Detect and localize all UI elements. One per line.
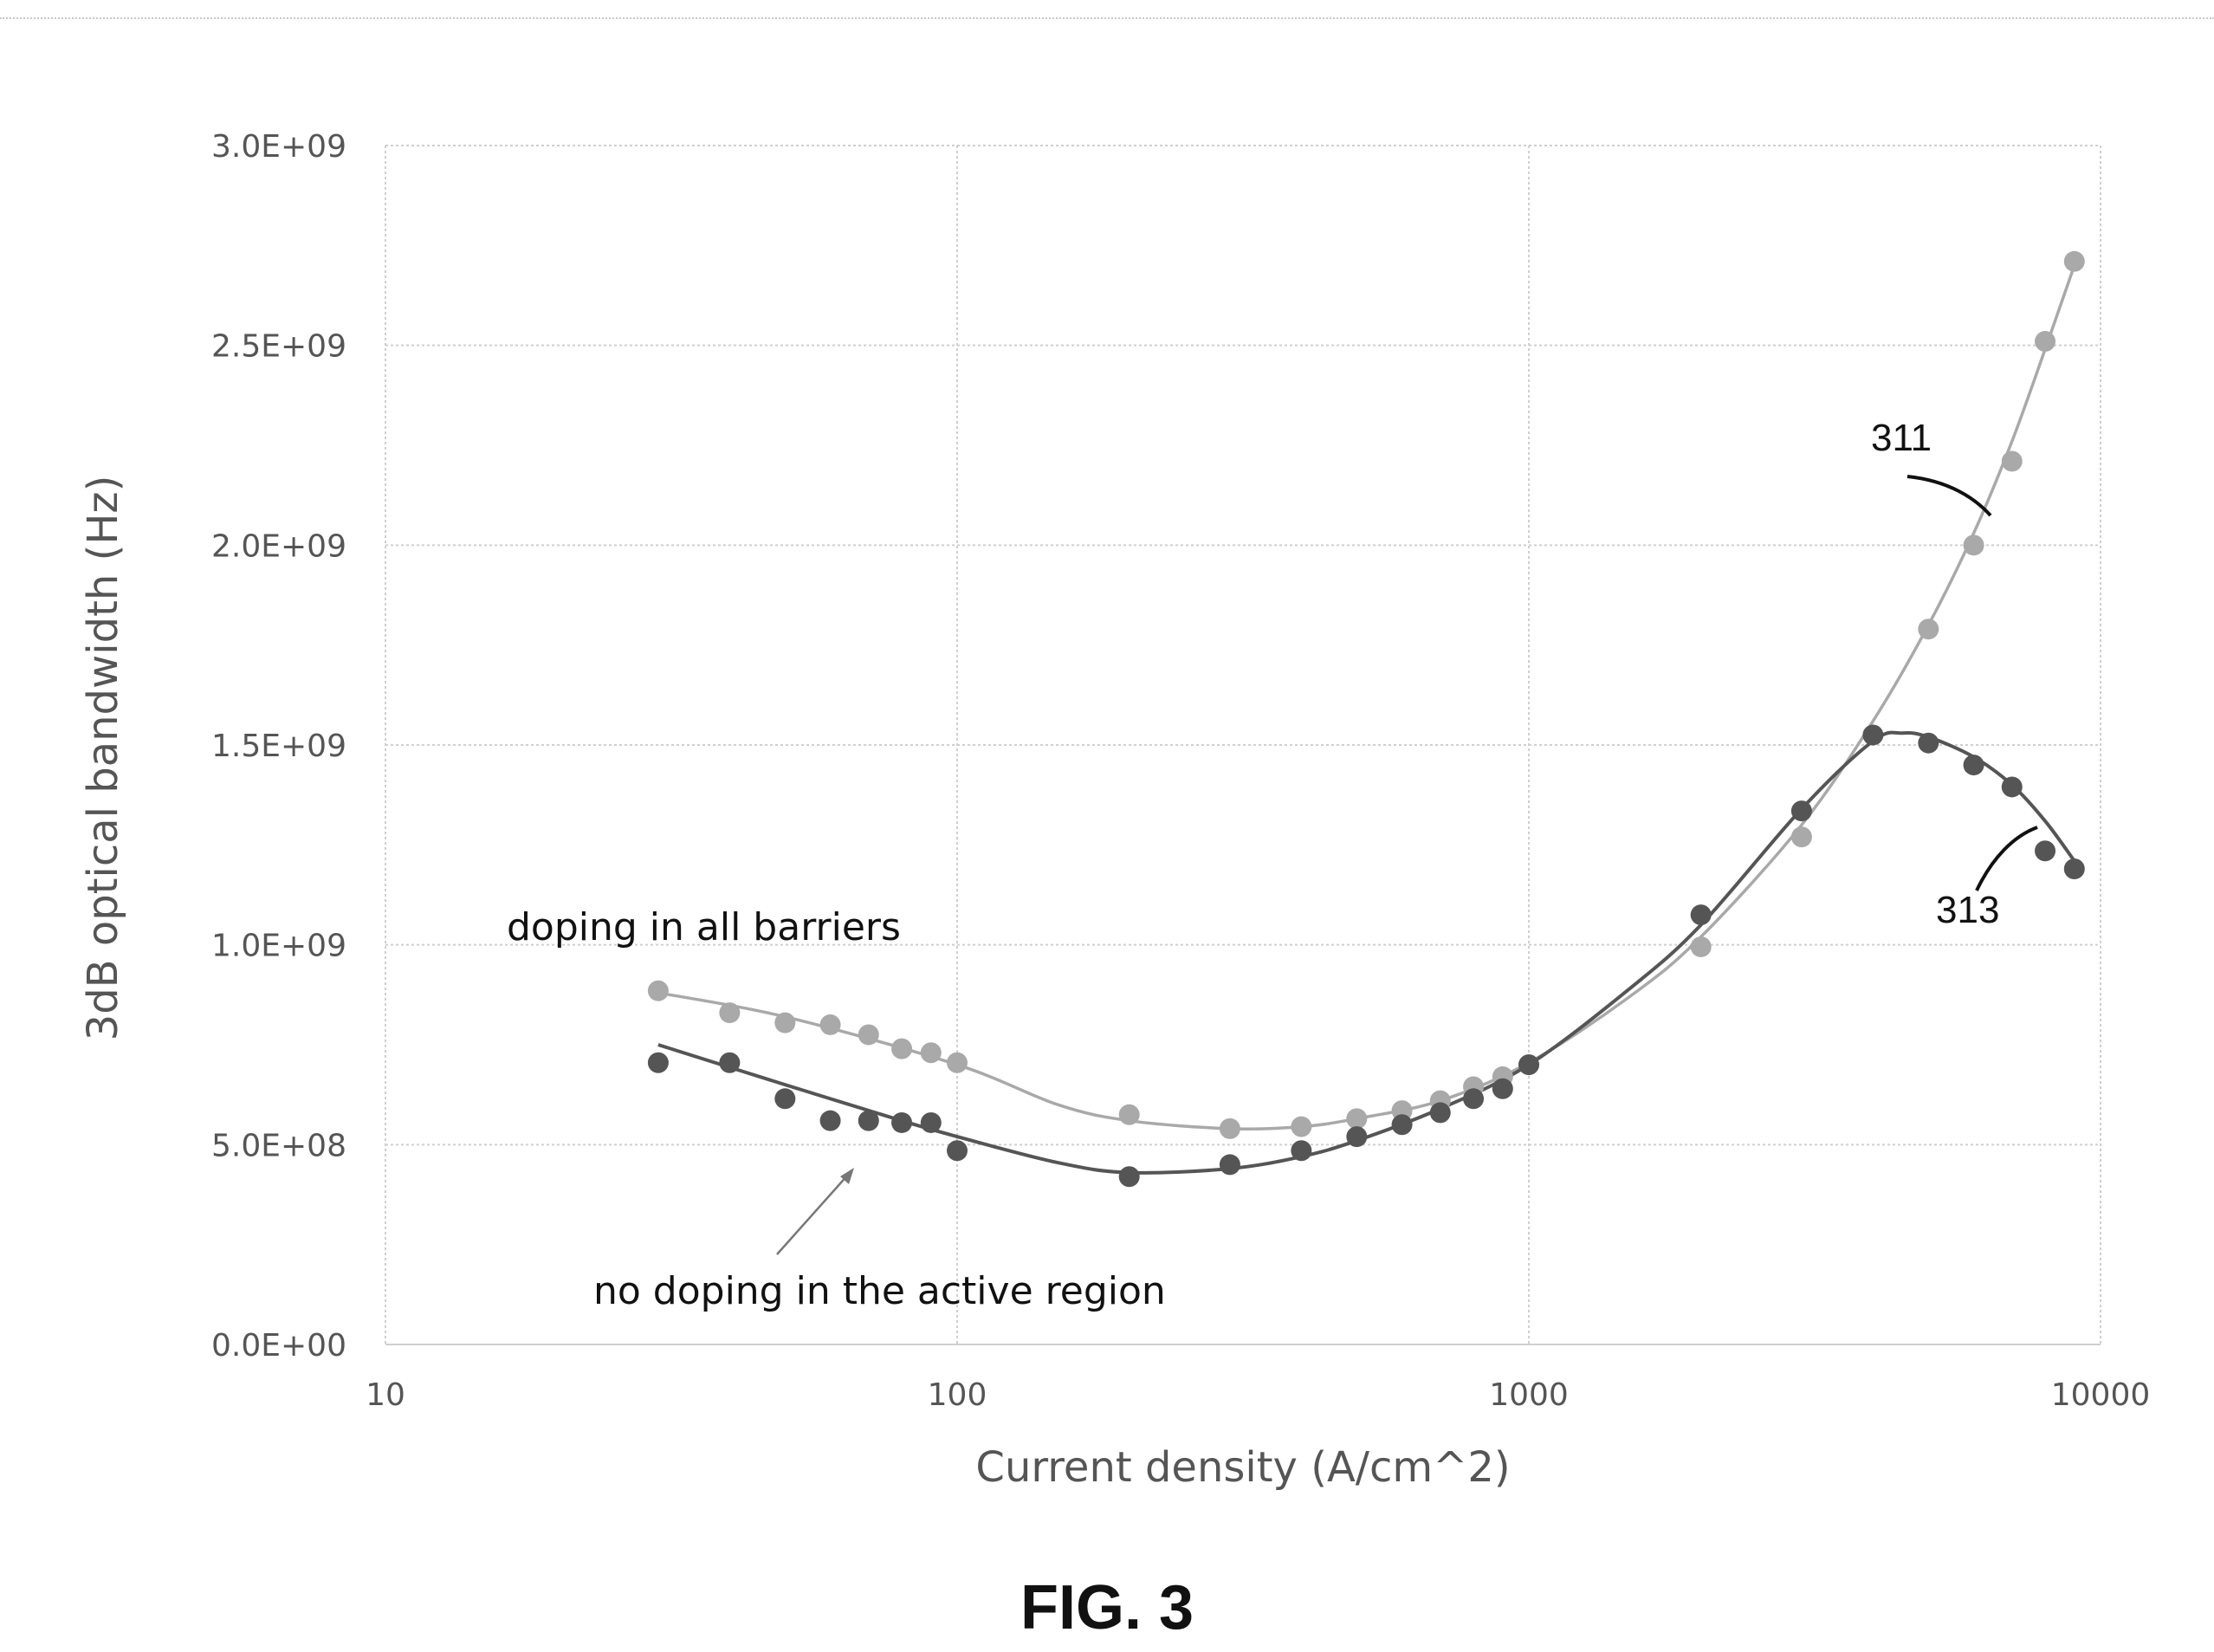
data-point-313 xyxy=(1463,1088,1485,1110)
data-point-311 xyxy=(719,1002,741,1024)
y-tick-label: 1.5E+09 xyxy=(211,729,346,764)
fit-curve-311 xyxy=(657,264,2076,1131)
data-point-313 xyxy=(1391,1114,1413,1136)
data-point-311 xyxy=(1690,936,1712,957)
axes: 0.0E+00 5.0E+08 1.0E+09 1.5E+09 2.0E+09 2.5E+… xyxy=(211,129,2150,1413)
data-point-313 xyxy=(647,1052,669,1073)
data-point-311 xyxy=(2063,250,2085,272)
data-point-313 xyxy=(719,1052,741,1073)
data-point-311 xyxy=(2001,450,2023,472)
no-doping-arrow-head xyxy=(840,1168,854,1184)
data-point-313 xyxy=(920,1111,942,1133)
data-point-313 xyxy=(1918,732,1939,754)
y-tick-label: 1.0E+09 xyxy=(211,929,346,964)
data-point-311 xyxy=(1790,826,1812,848)
no-doping-label: no doping in the active region xyxy=(593,1269,1166,1313)
data-point-313 xyxy=(1291,1140,1312,1162)
data-point-313 xyxy=(1219,1154,1240,1176)
data-point-313 xyxy=(2063,858,2085,880)
data-point-311 xyxy=(891,1038,913,1059)
data-point-311 xyxy=(819,1014,841,1035)
data-point-313 xyxy=(1690,904,1712,926)
data-points xyxy=(647,250,2085,1188)
data-point-311 xyxy=(1219,1118,1240,1139)
x-axis-title: Current density (A/cm^2) xyxy=(975,1443,1510,1492)
y-tick-label: 2.0E+09 xyxy=(211,528,346,564)
x-tick-label: 100 xyxy=(928,1377,987,1413)
ref-311-label: 311 xyxy=(1871,417,1932,459)
data-point-313 xyxy=(1346,1126,1368,1148)
figure-caption: FIG. 3 xyxy=(1020,1573,1194,1642)
x-tick-label: 10000 xyxy=(2051,1377,2151,1413)
data-point-311 xyxy=(774,1012,796,1033)
grid xyxy=(385,145,2101,1345)
ref-313-label: 313 xyxy=(1936,889,1999,931)
data-point-311 xyxy=(647,980,669,1001)
data-point-311 xyxy=(1963,534,1984,556)
data-point-313 xyxy=(1862,724,1884,746)
data-point-311 xyxy=(1118,1104,1140,1125)
data-point-313 xyxy=(1963,755,1984,776)
data-point-311 xyxy=(2035,331,2056,353)
x-tick-label: 10 xyxy=(366,1377,405,1413)
data-point-313 xyxy=(819,1110,841,1131)
fit-curve-313 xyxy=(657,730,2076,1175)
data-point-313 xyxy=(1492,1078,1513,1099)
ref-311-leader xyxy=(1906,475,1992,517)
y-tick-label: 5.0E+08 xyxy=(211,1128,346,1163)
data-point-313 xyxy=(1790,800,1812,822)
ref-313-leader xyxy=(1975,826,2038,891)
y-tick-label: 3.0E+09 xyxy=(211,129,346,165)
data-point-311 xyxy=(1291,1116,1312,1137)
x-tick-label: 1000 xyxy=(1489,1377,1569,1413)
data-point-313 xyxy=(774,1088,796,1110)
data-point-313 xyxy=(891,1111,913,1133)
data-point-311 xyxy=(947,1052,968,1073)
no-doping-arrow-line xyxy=(776,1173,850,1255)
data-point-313 xyxy=(1429,1102,1451,1124)
top-dotted-rule xyxy=(0,17,2214,19)
doping-label: doping in all barriers xyxy=(507,905,901,949)
y-axis-title: 3dB optical bandwidth (Hz) xyxy=(79,476,127,1041)
y-tick-label: 0.0E+00 xyxy=(211,1328,346,1364)
data-point-311 xyxy=(920,1042,942,1064)
data-point-311 xyxy=(1918,619,1939,640)
y-tick-label: 2.5E+09 xyxy=(211,329,346,365)
data-point-313 xyxy=(947,1140,968,1162)
data-point-313 xyxy=(2035,840,2056,862)
data-point-311 xyxy=(1346,1108,1368,1130)
data-point-313 xyxy=(2001,776,2023,798)
annotations: Current density (A/cm^2) 3dB optical ban… xyxy=(79,417,2038,1492)
data-point-313 xyxy=(1118,1166,1140,1188)
data-point-313 xyxy=(858,1110,879,1131)
data-point-311 xyxy=(858,1024,879,1046)
data-point-313 xyxy=(1518,1054,1539,1076)
